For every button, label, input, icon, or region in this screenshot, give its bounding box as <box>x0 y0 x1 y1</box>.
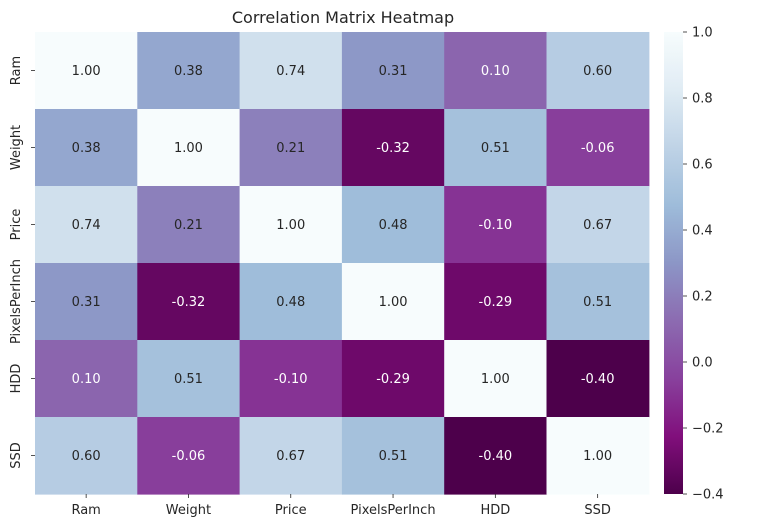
cell-value-label: 0.10 <box>72 372 101 387</box>
cell-value-label: 0.60 <box>583 64 612 79</box>
y-tick-label: SSD <box>9 442 24 469</box>
heatmap-cell-3-1 <box>137 263 241 341</box>
colorbar-tick-label: 1.0 <box>692 26 713 41</box>
cell-value-label: 0.21 <box>276 141 305 156</box>
x-tick-label: PixelsPerInch <box>351 503 436 518</box>
heatmap-cell-3-0 <box>35 263 138 341</box>
heatmap-cell-0-3 <box>341 32 445 110</box>
heatmap-cell-3-4 <box>444 263 548 341</box>
cell-value-label: 0.51 <box>174 372 203 387</box>
cell-value-label: 0.31 <box>379 64 408 79</box>
cell-value-label: 1.00 <box>583 449 612 464</box>
y-tick-label: Ram <box>9 56 24 85</box>
cell-value-label: 1.00 <box>276 218 305 233</box>
cell-value-label: 0.38 <box>72 141 101 156</box>
cell-value-label: -0.29 <box>376 372 410 387</box>
cell-value-label: 0.38 <box>174 64 203 79</box>
cell-value-label: -0.06 <box>581 141 615 156</box>
cell-value-label: -0.40 <box>479 449 513 464</box>
heatmap-cell-4-4 <box>444 340 548 418</box>
chart-title: Correlation Matrix Heatmap <box>232 8 454 27</box>
heatmap-cell-0-5 <box>546 32 650 110</box>
x-tick-label: Price <box>275 503 307 518</box>
heatmap-cell-4-3 <box>341 340 445 418</box>
heatmap-cell-2-5 <box>546 186 650 264</box>
heatmap-cell-4-0 <box>35 340 138 418</box>
colorbar-tick-label: 0.2 <box>692 290 713 305</box>
cell-value-label: -0.32 <box>376 141 410 156</box>
cell-value-label: -0.40 <box>581 372 615 387</box>
y-tick-label: Weight <box>9 125 24 170</box>
heatmap-cell-0-0 <box>35 32 138 110</box>
heatmap-cell-4-2 <box>239 340 343 418</box>
heatmap-cell-1-0 <box>35 109 138 187</box>
heatmap-cell-0-1 <box>137 32 241 110</box>
cell-value-label: 0.21 <box>174 218 203 233</box>
cell-value-label: 1.00 <box>72 64 101 79</box>
heatmap-cell-2-0 <box>35 186 138 264</box>
heatmap-cell-1-5 <box>546 109 650 187</box>
cell-value-label: 0.51 <box>583 295 612 310</box>
cell-value-label: 1.00 <box>174 141 203 156</box>
cell-value-label: 1.00 <box>481 372 510 387</box>
heatmap-cell-4-1 <box>137 340 241 418</box>
cell-value-label: -0.32 <box>172 295 206 310</box>
cell-value-label: 0.67 <box>583 218 612 233</box>
heatmap-cell-5-4 <box>444 417 548 495</box>
colorbar-tick-label: 0.0 <box>692 356 713 371</box>
heatmap-cell-4-5 <box>546 340 650 418</box>
cell-value-label: -0.10 <box>274 372 308 387</box>
heatmap-cell-2-1 <box>137 186 241 264</box>
heatmap-cell-5-1 <box>137 417 241 495</box>
heatmap-cell-1-4 <box>444 109 548 187</box>
cell-value-label: 0.10 <box>481 64 510 79</box>
cell-value-label: 1.00 <box>379 295 408 310</box>
heatmap-cell-3-5 <box>546 263 650 341</box>
colorbar-tick-label: −0.4 <box>692 488 724 503</box>
x-tick-label: SSD <box>584 503 611 518</box>
x-tick-label: HDD <box>480 503 510 518</box>
cell-value-label: 0.31 <box>72 295 101 310</box>
heatmap-cell-0-2 <box>239 32 343 110</box>
colorbar-tick-label: −0.2 <box>692 422 724 437</box>
cell-value-label: 0.74 <box>72 218 101 233</box>
heatmap-cell-3-3 <box>341 263 445 341</box>
cell-value-label: 0.74 <box>276 64 305 79</box>
cell-value-label: -0.10 <box>479 218 513 233</box>
cell-value-label: 0.51 <box>481 141 510 156</box>
heatmap-cell-3-2 <box>239 263 343 341</box>
heatmap-cell-1-1 <box>137 109 241 187</box>
cell-value-label: 0.48 <box>276 295 305 310</box>
heatmap-cell-5-3 <box>341 417 445 495</box>
x-tick-label: Weight <box>166 503 211 518</box>
heatmap-cell-2-4 <box>444 186 548 264</box>
heatmap-cell-5-5 <box>546 417 650 495</box>
cell-value-label: 0.48 <box>379 218 408 233</box>
x-tick-label: Ram <box>71 503 100 518</box>
y-tick-label: Price <box>9 209 24 241</box>
y-tick-label: PixelsPerInch <box>9 259 24 344</box>
colorbar-tick-label: 0.6 <box>692 158 713 173</box>
heatmap-cell-1-2 <box>239 109 343 187</box>
heatmap-cell-5-0 <box>35 417 138 495</box>
y-tick-label: HDD <box>9 364 24 394</box>
heatmap-cell-0-4 <box>444 32 548 110</box>
heatmap-cell-5-2 <box>239 417 343 495</box>
colorbar-tick-label: 0.8 <box>692 92 713 107</box>
cell-value-label: 0.60 <box>72 449 101 464</box>
heatmap-cell-2-2 <box>239 186 343 264</box>
cell-value-label: -0.06 <box>172 449 206 464</box>
cell-value-label: -0.29 <box>479 295 513 310</box>
colorbar <box>664 32 683 494</box>
heatmap-cell-2-3 <box>341 186 445 264</box>
cell-value-label: 0.67 <box>276 449 305 464</box>
colorbar-tick-label: 0.4 <box>692 224 713 239</box>
heatmap-cell-1-3 <box>341 109 445 187</box>
cell-value-label: 0.51 <box>379 449 408 464</box>
